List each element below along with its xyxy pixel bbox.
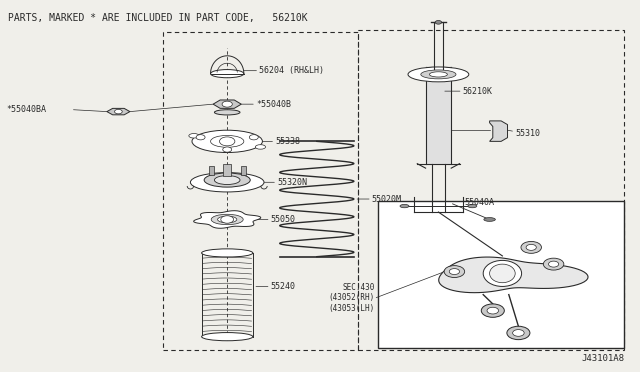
Circle shape: [521, 241, 541, 253]
Ellipse shape: [211, 70, 244, 78]
Bar: [223, 164, 231, 176]
Ellipse shape: [421, 70, 456, 79]
Polygon shape: [490, 121, 508, 141]
Polygon shape: [193, 211, 260, 228]
Circle shape: [435, 20, 442, 24]
Ellipse shape: [211, 135, 244, 147]
Circle shape: [513, 330, 524, 336]
Circle shape: [487, 307, 499, 314]
Ellipse shape: [490, 264, 515, 283]
Circle shape: [196, 135, 205, 140]
Ellipse shape: [192, 130, 262, 153]
Bar: [209, 166, 214, 175]
Bar: [241, 166, 246, 175]
Circle shape: [223, 147, 232, 152]
Text: 56204 (RH&LH): 56204 (RH&LH): [244, 66, 324, 75]
Ellipse shape: [211, 214, 243, 225]
Text: 55040A: 55040A: [464, 198, 494, 207]
Circle shape: [481, 304, 504, 317]
Ellipse shape: [400, 205, 409, 208]
Ellipse shape: [189, 134, 199, 138]
Polygon shape: [438, 257, 588, 293]
Circle shape: [250, 135, 259, 140]
Text: 55240: 55240: [256, 282, 296, 291]
Circle shape: [548, 261, 559, 267]
Circle shape: [221, 216, 234, 223]
Text: 55338: 55338: [262, 137, 300, 146]
Text: 56210K: 56210K: [445, 87, 493, 96]
Polygon shape: [213, 100, 241, 108]
Bar: [378, 201, 624, 348]
Polygon shape: [107, 108, 130, 115]
Ellipse shape: [218, 216, 237, 223]
Circle shape: [526, 244, 536, 250]
Ellipse shape: [483, 260, 522, 286]
Circle shape: [444, 266, 465, 278]
Ellipse shape: [204, 173, 250, 187]
Ellipse shape: [202, 333, 253, 341]
Text: 55050: 55050: [258, 215, 296, 224]
Text: 55020M: 55020M: [357, 195, 402, 203]
Ellipse shape: [255, 145, 266, 149]
Text: PARTS, MARKED * ARE INCLUDED IN PART CODE,   56210K: PARTS, MARKED * ARE INCLUDED IN PART COD…: [8, 13, 307, 23]
Bar: [426, 67, 451, 164]
Circle shape: [222, 101, 232, 107]
Bar: [358, 30, 624, 350]
Text: 55310: 55310: [508, 129, 540, 138]
Circle shape: [543, 258, 564, 270]
Text: SEC.430
(43052(RH)
(43053(LH): SEC.430 (43052(RH) (43053(LH): [328, 283, 374, 312]
Text: J43101A8: J43101A8: [581, 354, 624, 363]
Text: 55320N: 55320N: [264, 178, 307, 187]
Ellipse shape: [202, 249, 253, 257]
Ellipse shape: [214, 176, 240, 185]
Bar: [163, 32, 358, 350]
Ellipse shape: [214, 110, 240, 115]
Circle shape: [220, 137, 235, 146]
Ellipse shape: [191, 173, 264, 192]
Text: *55040B: *55040B: [241, 100, 291, 109]
Ellipse shape: [408, 67, 468, 82]
Text: *55040BA: *55040BA: [6, 105, 46, 114]
Ellipse shape: [484, 218, 495, 221]
Ellipse shape: [429, 72, 447, 77]
Circle shape: [449, 269, 460, 275]
Circle shape: [507, 326, 530, 340]
Ellipse shape: [468, 205, 477, 208]
Circle shape: [115, 109, 122, 114]
